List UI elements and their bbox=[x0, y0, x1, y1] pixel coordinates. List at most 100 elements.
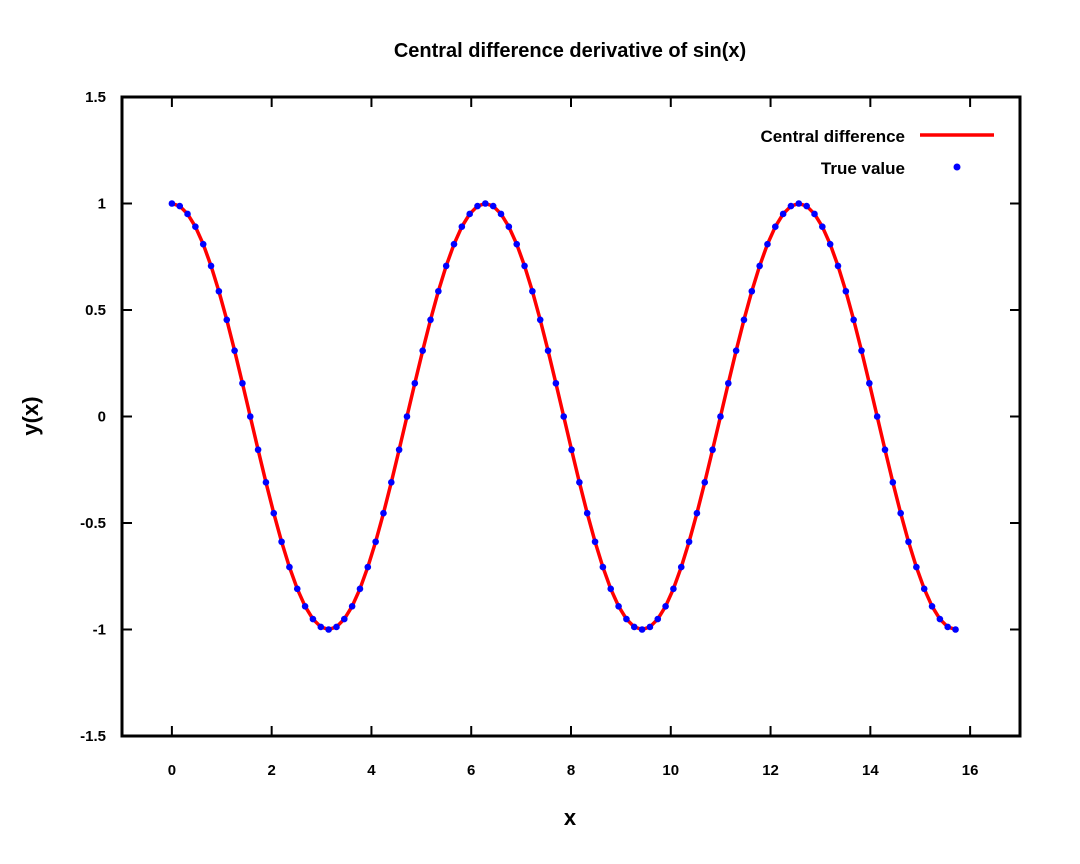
data-point-true-value bbox=[850, 316, 857, 324]
data-point-true-value bbox=[670, 585, 677, 593]
data-point-true-value bbox=[270, 509, 278, 517]
data-point-true-value bbox=[740, 316, 748, 324]
data-point-true-value bbox=[207, 262, 215, 270]
plot-frame bbox=[120, 95, 1022, 738]
data-point-true-value bbox=[889, 479, 897, 486]
data-point-true-value bbox=[936, 615, 944, 623]
data-point-true-value bbox=[450, 240, 458, 248]
data-point-true-value bbox=[913, 563, 920, 571]
data-point-true-value bbox=[333, 623, 340, 631]
data-point-true-value bbox=[811, 210, 818, 218]
data-point-true-value bbox=[748, 287, 756, 295]
data-point-true-value bbox=[772, 223, 779, 231]
data-point-true-value bbox=[411, 379, 419, 387]
data-point-true-value bbox=[615, 602, 622, 610]
data-point-true-value bbox=[568, 446, 575, 454]
data-point-true-value bbox=[293, 585, 301, 593]
data-point-true-value bbox=[944, 623, 952, 631]
y-tick-label: 1 bbox=[98, 196, 106, 213]
data-point-true-value bbox=[246, 413, 254, 420]
data-point-true-value bbox=[576, 479, 583, 486]
data-point-true-value bbox=[254, 446, 262, 454]
x-tick-label: 4 bbox=[367, 762, 376, 779]
data-point-true-value bbox=[638, 626, 646, 633]
data-point-true-value bbox=[544, 347, 552, 354]
data-point-true-value bbox=[756, 262, 763, 270]
data-point-true-value bbox=[497, 210, 505, 218]
legend-label-true-value: True value bbox=[821, 159, 905, 178]
data-point-true-value bbox=[356, 585, 364, 593]
data-point-true-value bbox=[309, 615, 317, 623]
data-point-true-value bbox=[725, 379, 732, 387]
x-axis-label: x bbox=[564, 805, 577, 830]
data-point-true-value bbox=[192, 223, 199, 231]
data-point-true-value bbox=[184, 210, 191, 218]
data-point-true-value bbox=[231, 347, 238, 354]
data-point-true-value bbox=[278, 538, 285, 546]
data-point-true-value bbox=[348, 602, 356, 610]
data-point-true-value bbox=[474, 202, 481, 210]
x-tick-label: 10 bbox=[662, 762, 679, 779]
data-point-true-value bbox=[513, 240, 521, 248]
data-point-true-value bbox=[215, 287, 223, 295]
data-point-true-value bbox=[341, 615, 348, 623]
x-tick-label: 2 bbox=[267, 762, 275, 779]
data-point-true-value bbox=[223, 316, 231, 324]
data-point-true-value bbox=[717, 413, 724, 420]
data-point-true-value bbox=[866, 379, 873, 387]
legend: Central difference True value bbox=[760, 127, 994, 178]
y-tick-label: 0.5 bbox=[85, 302, 106, 319]
data-point-true-value bbox=[388, 479, 395, 486]
data-point-true-value bbox=[239, 379, 246, 387]
data-point-true-value bbox=[560, 413, 568, 420]
data-point-true-value bbox=[403, 413, 411, 420]
data-point-true-value bbox=[834, 262, 842, 270]
data-point-true-value bbox=[489, 202, 497, 210]
data-point-true-value bbox=[427, 316, 434, 324]
data-point-true-value bbox=[709, 446, 716, 454]
data-point-true-value bbox=[873, 413, 881, 420]
data-point-true-value bbox=[458, 223, 466, 231]
data-point-true-value bbox=[466, 210, 473, 218]
data-point-true-value bbox=[819, 223, 826, 231]
data-point-true-value bbox=[677, 563, 685, 571]
data-point-true-value bbox=[505, 223, 513, 231]
data-point-true-value bbox=[536, 316, 544, 324]
data-point-true-value bbox=[607, 585, 615, 593]
data-point-true-value bbox=[905, 538, 912, 546]
data-point-true-value bbox=[199, 240, 207, 248]
data-point-true-value bbox=[803, 202, 810, 210]
y-tick-label: 0 bbox=[98, 409, 106, 426]
data-point-true-value bbox=[552, 379, 560, 387]
data-point-true-value bbox=[623, 615, 630, 623]
data-point-true-value bbox=[262, 479, 270, 486]
data-point-true-value bbox=[364, 563, 372, 571]
data-point-true-value bbox=[325, 626, 332, 633]
data-point-true-value bbox=[693, 509, 701, 517]
x-tick-label: 6 bbox=[467, 762, 475, 779]
data-point-true-value bbox=[701, 479, 709, 486]
data-point-true-value bbox=[372, 538, 379, 546]
legend-label-central-difference: Central difference bbox=[760, 127, 905, 146]
data-point-true-value bbox=[787, 202, 795, 210]
data-point-true-value bbox=[630, 623, 638, 631]
y-tick-label: 1.5 bbox=[85, 89, 106, 106]
x-tick-label: 8 bbox=[567, 762, 575, 779]
data-point-true-value bbox=[176, 202, 184, 210]
axis-ticks: 0 2 4 6 8 10 12 14 16 1.5 1 0.5 0 -0.5 -1 -1.5 bbox=[80, 89, 1020, 779]
data-point-true-value bbox=[317, 623, 325, 631]
data-point-true-value bbox=[920, 585, 928, 593]
data-point-true-value bbox=[442, 262, 450, 270]
y-tick-label: -1 bbox=[93, 622, 106, 639]
data-point-true-value bbox=[395, 446, 403, 454]
x-tick-label: 14 bbox=[862, 762, 879, 779]
data-point-true-value bbox=[952, 626, 959, 633]
x-tick-label: 16 bbox=[962, 762, 979, 779]
data-point-true-value bbox=[858, 347, 865, 354]
plot-area bbox=[168, 200, 959, 633]
data-point-true-value bbox=[654, 615, 662, 623]
data-point-true-value bbox=[881, 446, 889, 454]
data-point-true-value bbox=[168, 200, 176, 207]
data-point-true-value bbox=[521, 262, 528, 270]
